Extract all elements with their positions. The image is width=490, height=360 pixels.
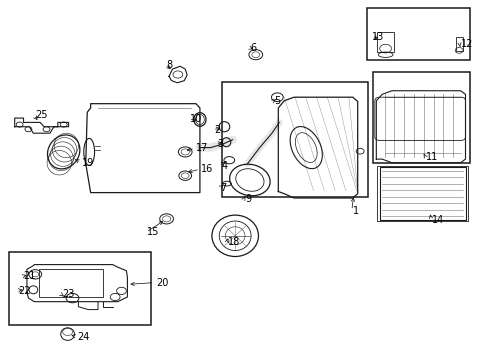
Text: 9: 9	[245, 194, 251, 204]
Bar	[39, 269, 103, 297]
Text: 19: 19	[82, 158, 95, 168]
Text: 23: 23	[63, 289, 75, 300]
Bar	[377, 32, 394, 52]
Text: 24: 24	[77, 332, 90, 342]
Bar	[377, 166, 468, 221]
Text: 8: 8	[167, 60, 172, 70]
Text: 15: 15	[147, 227, 159, 237]
Text: 21: 21	[24, 271, 36, 282]
Bar	[380, 167, 466, 220]
Text: 5: 5	[274, 96, 281, 106]
Text: 4: 4	[221, 161, 227, 171]
Text: 18: 18	[228, 237, 240, 247]
Text: 12: 12	[461, 39, 473, 49]
Text: 25: 25	[35, 110, 48, 120]
Bar	[9, 252, 151, 325]
Text: 13: 13	[372, 32, 385, 42]
Text: 2: 2	[215, 125, 221, 135]
Text: 20: 20	[156, 278, 168, 288]
Text: 10: 10	[190, 114, 202, 124]
Text: 6: 6	[250, 42, 256, 53]
Bar	[222, 82, 368, 197]
Text: 17: 17	[196, 143, 208, 153]
Text: 16: 16	[201, 164, 213, 174]
Bar	[456, 37, 463, 51]
Text: 14: 14	[432, 215, 444, 225]
Text: 11: 11	[426, 152, 439, 162]
Text: 7: 7	[220, 183, 227, 193]
Text: 22: 22	[19, 285, 31, 296]
Bar	[367, 8, 470, 60]
Bar	[373, 72, 470, 163]
Text: 1: 1	[353, 206, 359, 216]
Text: 3: 3	[218, 139, 223, 149]
